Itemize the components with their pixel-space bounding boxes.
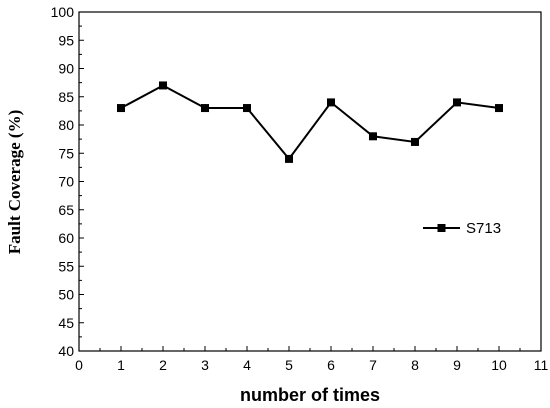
data-point: [411, 137, 419, 146]
x-tick-label: 2: [159, 357, 167, 373]
x-tick-label: 0: [75, 357, 83, 373]
data-point: [495, 104, 503, 113]
x-tick-label: 11: [534, 357, 549, 373]
legend: S713: [423, 220, 501, 237]
series-line-s713: [120, 84, 500, 161]
data-point: [369, 132, 377, 141]
data-point: [159, 81, 167, 90]
y-tick-label: 65: [58, 202, 74, 218]
y-tick-label: 85: [58, 89, 74, 105]
y-tick-label: 75: [58, 145, 74, 161]
y-tick-label: 45: [58, 315, 74, 331]
x-tick-label: 1: [117, 357, 125, 373]
y-tick-label: 60: [58, 230, 74, 246]
data-point: [285, 154, 293, 163]
data-point: [117, 104, 125, 113]
data-point: [243, 104, 251, 113]
y-axis-ticks: 40 45 50 55 60 65 70 75 80 85 90 95 100: [51, 4, 84, 359]
y-tick-label: 50: [58, 287, 74, 303]
y-tick-label: 90: [58, 61, 74, 77]
x-tick-label: 9: [453, 357, 461, 373]
x-tick-label: 4: [243, 357, 251, 373]
y-tick-label: 70: [58, 174, 74, 190]
series-layer: [117, 81, 503, 163]
x-tick-label: 5: [285, 357, 293, 373]
x-tick-label: 10: [491, 357, 507, 373]
data-point: [201, 104, 209, 113]
x-tick-label: 7: [369, 357, 377, 373]
y-tick-label: 100: [51, 4, 75, 20]
y-tick-label: 40: [58, 343, 74, 359]
y-tick-label: 80: [58, 117, 74, 133]
y-tick-label: 55: [58, 258, 74, 274]
y-axis-label: Fault Coverage (%): [5, 110, 24, 254]
y-tick-label: 95: [58, 32, 74, 48]
x-tick-label: 3: [201, 357, 209, 373]
legend-label-s713: S713: [466, 220, 501, 237]
x-axis-label: number of times: [240, 385, 380, 405]
data-point: [327, 98, 335, 107]
data-point: [453, 98, 461, 107]
plot-frame: [78, 11, 542, 352]
legend-marker-s713: [437, 224, 446, 232]
x-axis-ticks: 0 1 2 3 4 5 6 7 8 9 10 11: [75, 346, 548, 373]
x-tick-label: 8: [411, 357, 419, 373]
x-tick-label: 6: [327, 357, 335, 373]
